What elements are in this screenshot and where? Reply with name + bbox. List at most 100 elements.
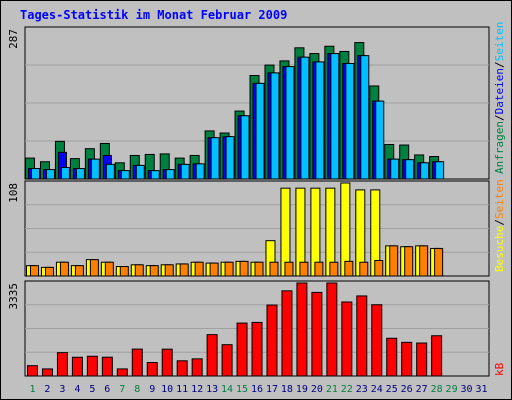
kb-bar [206, 334, 218, 377]
besuche-bar [149, 265, 159, 277]
kb-bar [356, 295, 368, 377]
seiten-bar [150, 170, 160, 180]
besuche-bar [89, 259, 99, 277]
day-label: 8 [134, 384, 140, 395]
legend-visits-part: / [493, 219, 506, 226]
besuche-bar [44, 266, 54, 277]
seiten-bar [180, 163, 190, 180]
day-label: 7 [119, 384, 125, 395]
kb-bar [161, 348, 173, 377]
panel-2-ymax-label: 108 [7, 183, 20, 203]
kb-bar [176, 360, 188, 377]
besuche-bar [30, 265, 39, 277]
day-label: 10 [161, 384, 173, 395]
seiten-bar [300, 56, 310, 180]
kb-bar [416, 342, 428, 377]
kb-bar [86, 355, 98, 377]
besuche-bar [404, 246, 414, 277]
seiten-bar [210, 137, 220, 180]
besuche-bar [224, 261, 234, 277]
seiten-bar [255, 82, 265, 180]
day-label: 13 [206, 384, 218, 395]
panel-1-ymax-label: 287 [7, 29, 20, 49]
day-label: 20 [311, 384, 323, 395]
seiten-bar [75, 168, 85, 180]
day-label: 18 [281, 384, 293, 395]
besuche-bar [419, 245, 429, 277]
kb-bar [191, 358, 203, 377]
day-label: 5 [89, 384, 95, 395]
besuche-bar [209, 262, 219, 277]
besuche-bar [59, 261, 69, 277]
seiten-bar [195, 163, 205, 180]
seiten-bar [240, 115, 250, 180]
day-label: 14 [221, 384, 233, 395]
besuche-bar [269, 261, 279, 277]
besuche-bar [389, 245, 399, 277]
day-label: 22 [341, 384, 353, 395]
besuche-bar [374, 260, 384, 277]
day-label: 24 [371, 384, 383, 395]
besuche-bar [299, 261, 309, 277]
besuche-bar [74, 265, 84, 277]
kb-bar [56, 352, 68, 377]
kb-bar [41, 368, 53, 377]
kb-bar [431, 335, 443, 377]
day-label: 27 [416, 384, 428, 395]
kb-bar [101, 356, 113, 377]
seiten-bar [45, 169, 55, 180]
besuche-bar [359, 261, 369, 277]
day-label: 6 [104, 384, 110, 395]
kb-bar [341, 301, 353, 377]
day-label: 4 [74, 384, 80, 395]
besuche-bar [179, 263, 189, 277]
legend-visits-part: Seiten [493, 179, 506, 219]
besuche-bar [314, 261, 324, 277]
panel-3-ymax-label: 3335 [7, 283, 20, 310]
day-label: 1 [29, 384, 35, 395]
seiten-bar [315, 61, 325, 180]
day-label: 28 [431, 384, 443, 395]
besuche-bar [254, 261, 264, 277]
legend-visits: Besuche/Seiten [493, 179, 506, 272]
kb-bar [221, 344, 233, 377]
seiten-bar [405, 159, 415, 180]
kb-bar [281, 290, 293, 377]
kb-bar [311, 291, 323, 377]
legend-hits: Anfragen/Dateien/Seiten [493, 22, 506, 174]
legend-hits-part: / [493, 114, 506, 121]
legend-hits-part: / [493, 61, 506, 68]
seiten-bar [225, 136, 235, 180]
besuche-bar [164, 264, 174, 277]
kb-bar [401, 341, 413, 377]
day-label: 23 [356, 384, 368, 395]
day-label: 12 [191, 384, 203, 395]
seiten-bar [435, 161, 445, 180]
day-label: 31 [475, 384, 487, 395]
day-label: 25 [386, 384, 398, 395]
day-label: 15 [236, 384, 248, 395]
besuche-bar [434, 247, 444, 277]
seiten-bar [90, 158, 100, 180]
besuche-bar [284, 261, 294, 277]
day-label: 17 [266, 384, 278, 395]
besuche-bar [104, 261, 114, 277]
kb-bar [116, 368, 128, 377]
day-label: 2 [44, 384, 50, 395]
day-label: 11 [176, 384, 188, 395]
legend-kb-part: kB [493, 362, 506, 376]
seiten-bar [165, 169, 175, 180]
legend-hits-part: Anfragen [493, 121, 506, 174]
seiten-bar [105, 163, 115, 180]
besuche-bar [329, 261, 339, 277]
seiten-bar [330, 53, 340, 180]
day-label: 29 [446, 384, 458, 395]
seiten-bar [285, 66, 295, 180]
seiten-bar [135, 164, 145, 180]
besuche-bar [134, 264, 144, 277]
day-label: 21 [326, 384, 338, 395]
seiten-bar [31, 168, 40, 180]
day-label: 30 [461, 384, 473, 395]
day-label: 26 [401, 384, 413, 395]
